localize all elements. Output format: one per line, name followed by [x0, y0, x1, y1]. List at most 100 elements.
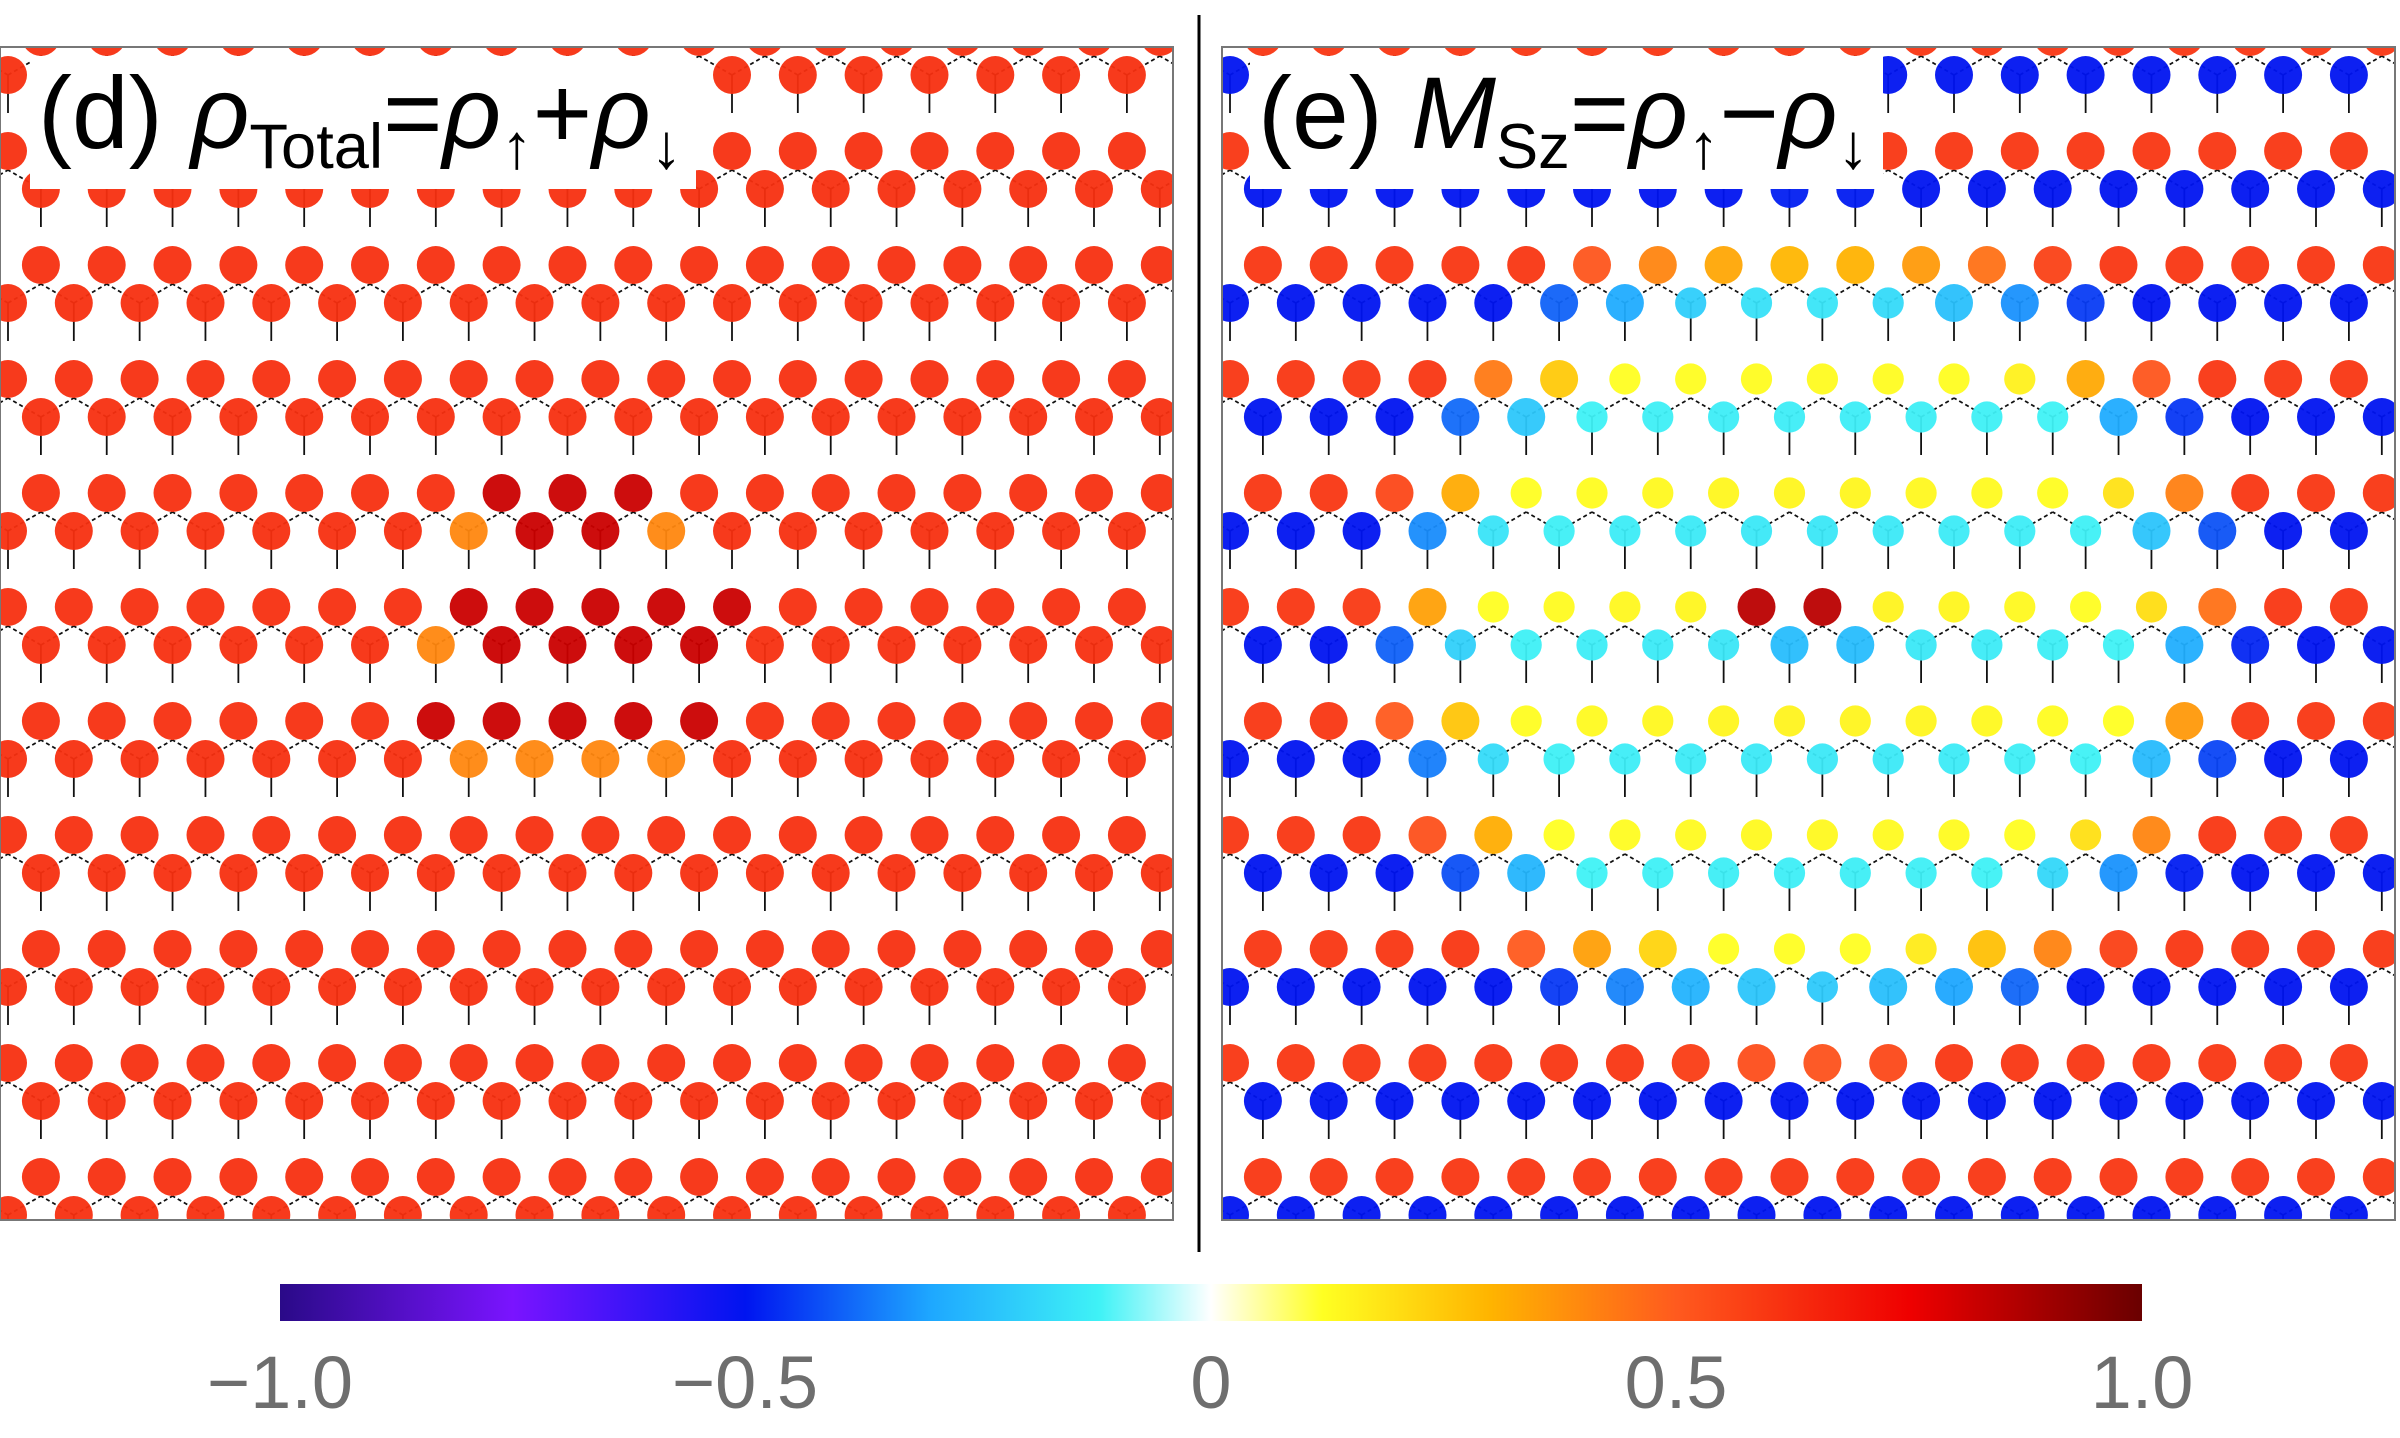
- lattice-bond: [501, 1195, 535, 1216]
- lattice-site: [713, 1196, 751, 1220]
- lattice-site: [1174, 740, 1212, 778]
- lattice-bond: [1723, 739, 1757, 760]
- lattice-bond: [797, 1081, 832, 1102]
- lattice-bond: [1093, 169, 1128, 190]
- lattice-site: [910, 588, 949, 626]
- lattice-bond: [2183, 1081, 2218, 1102]
- lattice-bond: [172, 739, 206, 760]
- lattice-site: [1222, 360, 1249, 398]
- lattice-site: [1642, 705, 1674, 737]
- lattice-site: [617, 47, 650, 56]
- lattice-bond: [961, 1195, 996, 1216]
- lattice-site: [21, 854, 60, 892]
- lattice-site: [1145, 1196, 1183, 1234]
- lattice-site: [219, 854, 258, 892]
- lattice-bond: [237, 853, 272, 874]
- lattice-bond: [1624, 1195, 1659, 1216]
- lattice-bond: [2019, 967, 2054, 988]
- lattice-site: [877, 246, 916, 284]
- lattice-site: [548, 398, 587, 436]
- lattice-bond: [994, 1195, 1029, 1216]
- lattice-site: [778, 56, 817, 94]
- lattice-bond: [1887, 739, 1922, 760]
- lattice-bond: [1986, 853, 2021, 874]
- lattice-bond: [534, 1081, 568, 1102]
- lattice-bond: [1690, 1195, 1725, 1216]
- lattice-site: [2102, 47, 2135, 56]
- lattice-bond: [369, 739, 404, 760]
- lattice-site: [482, 398, 521, 436]
- lattice-site: [1638, 246, 1677, 284]
- lattice-bond: [599, 511, 634, 532]
- lattice-site: [1309, 246, 1348, 284]
- lattice-bond: [1164, 56, 1197, 75]
- lattice-site: [1938, 515, 1970, 547]
- lattice-site: [1872, 515, 1904, 547]
- lattice-site: [120, 360, 159, 398]
- lattice-site: [1276, 816, 1315, 854]
- lattice-bond: [2249, 967, 2284, 988]
- lattice-bond: [2151, 967, 2185, 988]
- lattice-bond: [2019, 397, 2054, 418]
- lattice-site: [2231, 398, 2270, 436]
- lattice-bond: [106, 1081, 141, 1102]
- lattice-bond: [205, 1195, 239, 1216]
- lattice-bond: [2019, 511, 2054, 532]
- lattice-site: [2004, 591, 2036, 623]
- lattice-site: [1905, 477, 1937, 509]
- lattice-site: [1077, 47, 1111, 56]
- lattice-site: [811, 246, 850, 284]
- lattice-bond: [698, 739, 733, 760]
- lattice-bond: [2216, 283, 2251, 304]
- lattice-site: [1107, 56, 1146, 94]
- lattice-site: [1902, 1158, 1941, 1196]
- lattice-bond: [896, 739, 930, 760]
- lattice-bond: [2183, 55, 2218, 76]
- lattice-site: [416, 474, 455, 512]
- lattice-bond: [1821, 397, 1856, 418]
- lattice-bond: [534, 967, 568, 988]
- lattice-bond: [896, 625, 930, 646]
- lattice-site: [0, 360, 27, 398]
- lattice-site: [2135, 591, 2168, 623]
- lattice-site: [2396, 56, 2400, 94]
- lattice-site: [680, 1082, 719, 1120]
- lattice-bond: [1262, 511, 1297, 532]
- lattice-bond: [303, 625, 338, 646]
- lattice-bond: [0, 169, 9, 176]
- lattice-site: [2264, 56, 2303, 94]
- lattice-site: [2004, 515, 2036, 547]
- lattice-site: [745, 626, 784, 664]
- lattice-site: [2037, 705, 2069, 737]
- lattice-bond: [205, 967, 239, 988]
- lattice-bond: [599, 397, 634, 418]
- lattice-bond: [1394, 283, 1428, 304]
- lattice-site: [2297, 930, 2335, 968]
- lattice-site: [2066, 968, 2105, 1006]
- lattice-bond: [1854, 967, 1889, 988]
- lattice-bond: [2052, 967, 2087, 988]
- lattice-site: [1474, 968, 1513, 1006]
- lattice-site: [647, 284, 686, 322]
- lattice-site: [2000, 1196, 2039, 1220]
- lattice-bond: [1093, 739, 1128, 760]
- lattice-bond: [929, 967, 963, 988]
- lattice-bond: [237, 967, 272, 988]
- lattice-bond: [172, 397, 206, 418]
- lattice-site: [318, 968, 357, 1006]
- lattice-site: [1543, 515, 1575, 547]
- lattice-bond: [1920, 1081, 1955, 1102]
- lattice-bond: [172, 283, 206, 304]
- lattice-bond: [2118, 967, 2152, 988]
- lattice-bond: [1295, 853, 1330, 874]
- lattice-site: [1971, 857, 2003, 889]
- lattice-site: [2362, 626, 2395, 664]
- lattice-site: [1806, 515, 1838, 547]
- lattice-bond: [270, 511, 305, 532]
- lattice-bond: [830, 283, 865, 304]
- lattice-site: [548, 1158, 587, 1196]
- lattice-bond: [7, 169, 42, 190]
- lattice-bond: [7, 397, 42, 418]
- lattice-site: [1145, 740, 1183, 778]
- lattice-bond: [1854, 739, 1889, 760]
